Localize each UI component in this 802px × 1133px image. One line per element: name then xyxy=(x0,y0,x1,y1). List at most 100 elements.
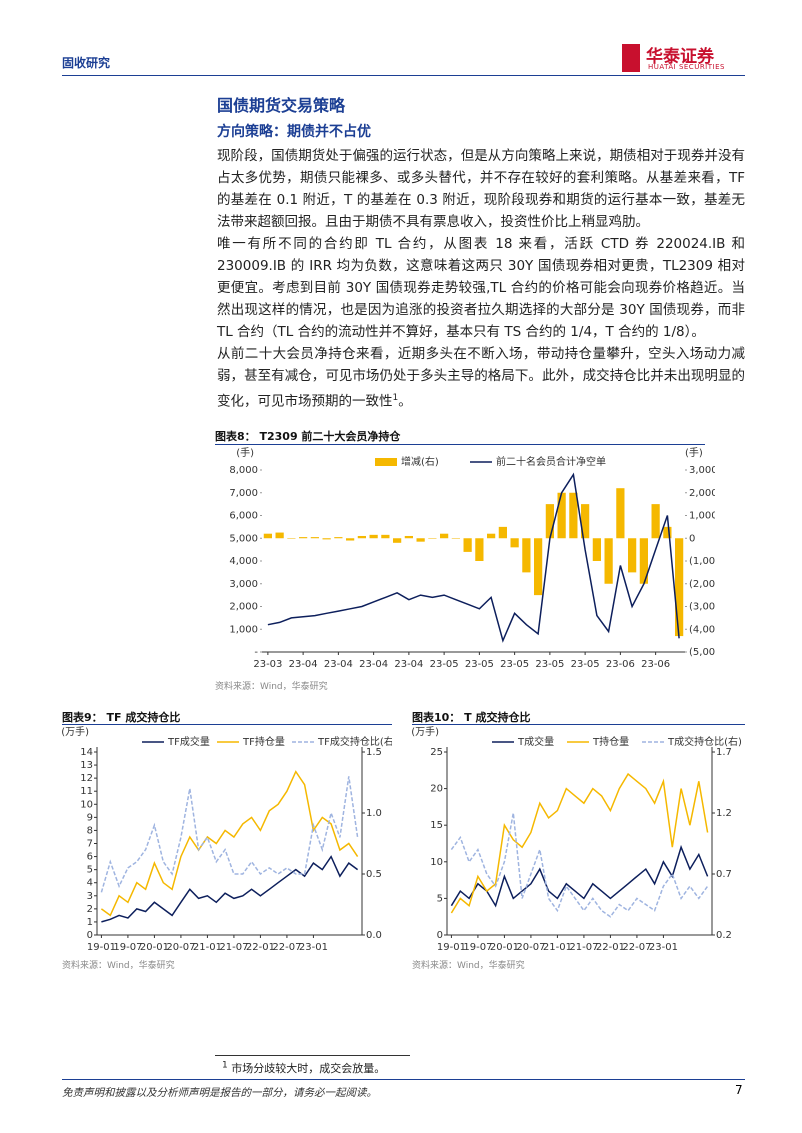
series-line xyxy=(450,844,709,908)
y2-tick-label: 1.5 xyxy=(366,747,382,758)
legend-label: 前二十名会员合计净空单 xyxy=(496,455,606,468)
x-tick-label: 23-05 xyxy=(465,659,494,670)
chart-source: 资料来源：Wind，华泰研究 xyxy=(215,682,328,692)
y-tick-label: 0 xyxy=(437,930,443,941)
x-tick-label: 23-06 xyxy=(606,659,635,670)
legend-label: TF持仓量 xyxy=(242,735,285,748)
chart-title: 图表9： TF 成交持仓比 xyxy=(62,711,181,724)
y2-tick-label: (5,000) xyxy=(689,647,715,658)
bar xyxy=(604,538,613,584)
bar xyxy=(498,526,507,539)
y2-tick-label: 1,000 xyxy=(689,511,715,522)
bar xyxy=(651,504,660,539)
bar xyxy=(534,538,543,596)
y-tick-label: 1,000 xyxy=(229,624,258,635)
x-tick-label: 19-01 xyxy=(87,942,116,953)
y-tick-label: 10 xyxy=(430,857,443,868)
chart: 0 5 10 15 20 25 0.2 0.7 1.2 1.7 19-0119-0720-0120-… xyxy=(412,725,742,953)
x-tick-label: 23-05 xyxy=(571,659,600,670)
bar xyxy=(675,538,684,637)
bar xyxy=(404,535,413,539)
footnote-rule xyxy=(215,1055,410,1056)
y2-tick-label: 1.7 xyxy=(716,747,732,758)
bar xyxy=(346,538,355,541)
header-rule xyxy=(62,75,745,76)
x-tick-label: 22-01 xyxy=(596,942,625,953)
y-tick-label: 0 xyxy=(87,930,93,941)
x-tick-label: 23-03 xyxy=(253,659,282,670)
y2-tick-label: 1.2 xyxy=(716,808,732,819)
legend-label: T成交持仓比(右) xyxy=(667,735,742,748)
series-line xyxy=(450,772,709,914)
bar xyxy=(475,538,484,561)
y-tick-label: 6,000 xyxy=(229,511,258,522)
footnote-text: 市场分歧较大时，成交会放量。 xyxy=(231,1062,386,1075)
legend-label: TF成交量 xyxy=(167,735,210,748)
y-tick-label: 5,000 xyxy=(229,533,258,544)
x-tick-label: 23-01 xyxy=(299,942,328,953)
bar xyxy=(581,504,590,539)
paragraph-text: 从前二十大会员净持仓来看，近期多头在不断入场，带动持仓量攀升，空头入场动力减弱，… xyxy=(217,346,745,410)
series-line xyxy=(100,770,359,917)
paragraph: 唯一有所不同的合约即 TL 合约，从图表 18 来看，活跃 CTD 券 2200… xyxy=(217,236,745,340)
y-tick-label: 25 xyxy=(430,747,443,758)
logo-icon xyxy=(622,44,640,72)
y-tick-label: 12 xyxy=(80,773,93,784)
y2-tick-label: (1,000) xyxy=(689,556,715,567)
bar xyxy=(557,492,566,539)
y-unit: (万手) xyxy=(62,725,89,738)
y-tick-label: 4 xyxy=(87,878,93,889)
bar xyxy=(639,538,648,584)
paragraph: 现阶段，国债期货处于偏强的运行状态，但是从方向策略上来说，期债相对于现券并没有占… xyxy=(217,148,745,230)
y2-tick-label: 0.7 xyxy=(716,869,732,880)
chart-title: 图表10： T 成交持仓比 xyxy=(412,711,531,724)
bar xyxy=(357,535,366,539)
legend-label: 增减(右) xyxy=(401,455,439,468)
section-title: 国债期货交易策略 xyxy=(217,96,346,115)
x-tick-label: 23-05 xyxy=(430,659,459,670)
x-tick-label: 23-01 xyxy=(649,942,678,953)
x-tick-label: 21-01 xyxy=(543,942,572,953)
bar xyxy=(628,538,637,573)
y-tick-label: 2 xyxy=(87,904,93,915)
x-tick-label: 23-05 xyxy=(500,659,529,670)
bar xyxy=(275,532,284,539)
legend-label: T成交量 xyxy=(517,735,554,748)
x-tick-label: 23-05 xyxy=(535,659,564,670)
bar xyxy=(663,526,672,539)
chart: - 1,000 2,000 3,000 4,000 5,000 6,000 7,000 8,00… xyxy=(229,446,715,670)
y-tick-label: 11 xyxy=(80,786,93,797)
y2-tick-label: 2,000 xyxy=(689,488,715,499)
x-tick-label: 23-04 xyxy=(394,659,423,670)
x-tick-label: 19-07 xyxy=(463,942,492,953)
x-tick-label: 19-07 xyxy=(113,942,142,953)
section-subtitle: 方向策略：期债并不占优 xyxy=(217,124,371,140)
y-tick-label: 6 xyxy=(87,852,93,863)
chart: 012345678910111213140.00.51.01.519-0119-… xyxy=(62,725,392,953)
x-tick-label: 23-04 xyxy=(289,659,318,670)
bar xyxy=(322,538,331,540)
chart-source: 资料来源：Wind，华泰研究 xyxy=(62,961,175,971)
bar xyxy=(393,538,402,543)
x-tick-label: 23-06 xyxy=(641,659,670,670)
y2-unit: (手) xyxy=(685,446,703,459)
y2-tick-label: 0.0 xyxy=(366,930,382,941)
y-tick-label: 20 xyxy=(430,784,443,795)
bar xyxy=(592,538,601,561)
y-tick-label: - xyxy=(254,647,258,658)
bar xyxy=(334,537,343,539)
x-tick-label: 21-07 xyxy=(569,942,598,953)
paragraph-end: 。 xyxy=(398,393,412,410)
y-tick-label: 13 xyxy=(80,760,93,771)
paragraph: 从前二十大会员净持仓来看，近期多头在不断入场，带动持仓量攀升，空头入场动力减弱，… xyxy=(217,343,745,413)
y-tick-label: 15 xyxy=(430,820,443,831)
bar xyxy=(522,538,531,573)
legend-label: T持仓量 xyxy=(592,735,629,748)
x-tick-label: 21-07 xyxy=(219,942,248,953)
y2-tick-label: (3,000) xyxy=(689,602,715,613)
y2-tick-label: 0.5 xyxy=(366,869,382,880)
bar xyxy=(287,538,296,539)
x-tick-label: 19-01 xyxy=(437,942,466,953)
x-tick-label: 21-01 xyxy=(193,942,222,953)
